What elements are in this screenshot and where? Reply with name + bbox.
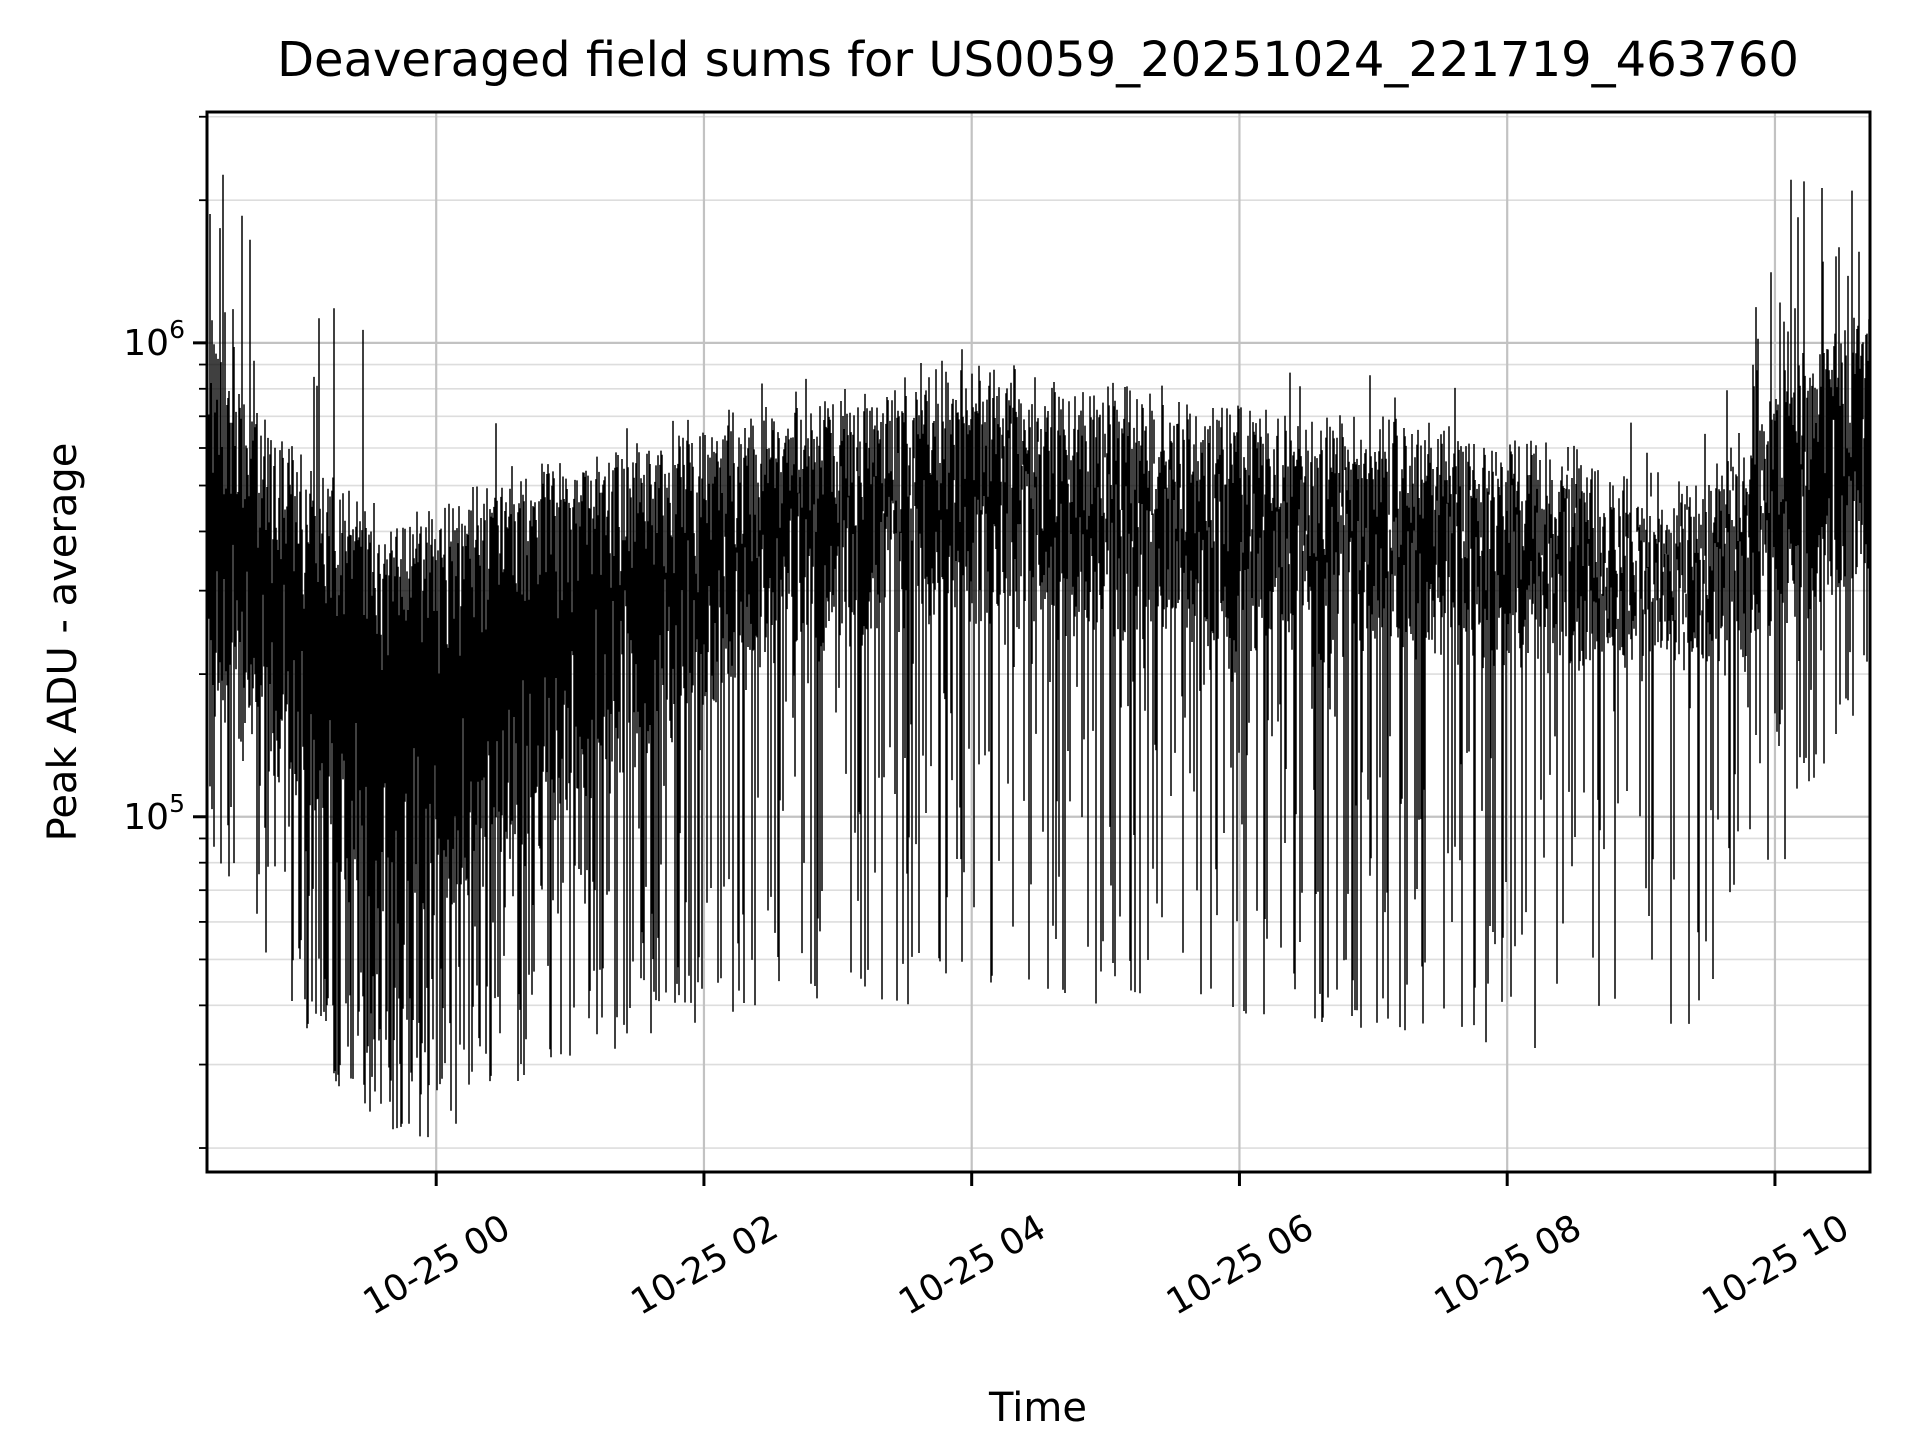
x-tick-label: 10-25 10 (1695, 1207, 1856, 1323)
series-line (208, 174, 1870, 1138)
axis-ticks (193, 115, 1777, 1186)
plot-border (205, 110, 1872, 1174)
x-tick-label: 10-25 04 (892, 1207, 1053, 1323)
x-tick-label: 10-25 02 (624, 1207, 785, 1323)
y-axis-label: Peak ADU - average (40, 443, 86, 842)
x-tick-label: 10-25 08 (1428, 1207, 1589, 1323)
x-tick-label: 10-25 00 (357, 1207, 518, 1323)
y-tick-label: 105 (123, 789, 185, 838)
y-tick-label: 106 (123, 315, 185, 364)
x-axis-label: Time (988, 1385, 1087, 1431)
x-tick-label: 10-25 06 (1160, 1207, 1321, 1323)
chart-title: Deaveraged field sums for US0059_2025102… (277, 32, 1799, 88)
